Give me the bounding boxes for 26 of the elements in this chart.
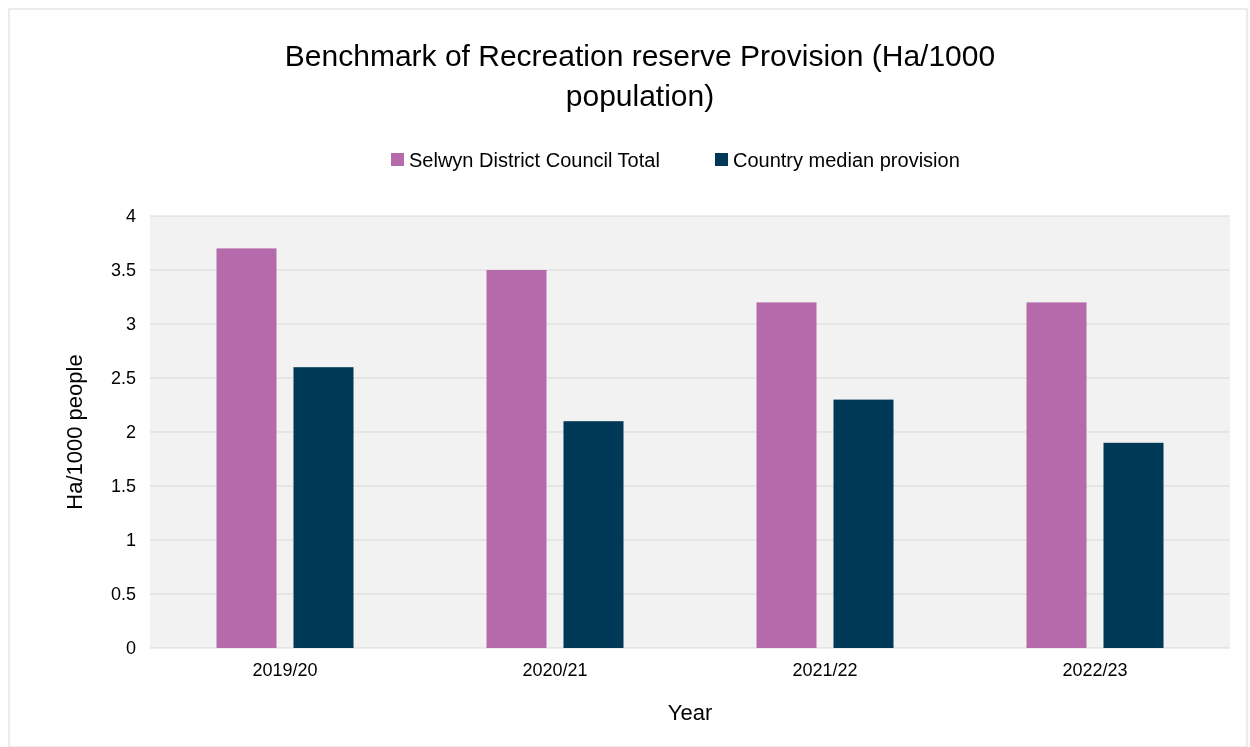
legend-label: Country median provision xyxy=(733,149,960,171)
y-tick-label: 1 xyxy=(125,530,136,551)
bar xyxy=(1026,302,1087,648)
y-tick-label: 2.5 xyxy=(110,368,136,389)
bar xyxy=(293,367,354,648)
bar xyxy=(216,248,277,648)
bar xyxy=(563,421,624,648)
x-tick-label: 2022/23 xyxy=(1062,660,1128,680)
x-tick-label: 2021/22 xyxy=(792,660,858,680)
bar xyxy=(1103,442,1164,648)
x-tick-label: 2019/20 xyxy=(252,660,318,680)
bar xyxy=(833,399,894,648)
legend-label: Selwyn District Council Total xyxy=(409,149,660,171)
y-axis-title: Ha/1000 people xyxy=(62,354,87,510)
bar xyxy=(486,270,547,648)
x-axis-title: Year xyxy=(667,700,713,725)
y-tick-label: 3 xyxy=(125,314,136,335)
y-tick-label: 3.5 xyxy=(110,260,136,281)
y-tick-label: 0.5 xyxy=(110,584,136,605)
x-tick-label: 2020/21 xyxy=(522,660,588,680)
y-tick-label: 4 xyxy=(125,206,136,227)
y-tick-label: 0 xyxy=(125,638,136,659)
chart-title: Benchmark of Recreation reserve Provision (Ha/1000 population) xyxy=(284,39,996,112)
y-tick-label: 1.5 xyxy=(110,476,136,497)
bar xyxy=(756,302,817,648)
y-tick-label: 2 xyxy=(125,422,136,443)
